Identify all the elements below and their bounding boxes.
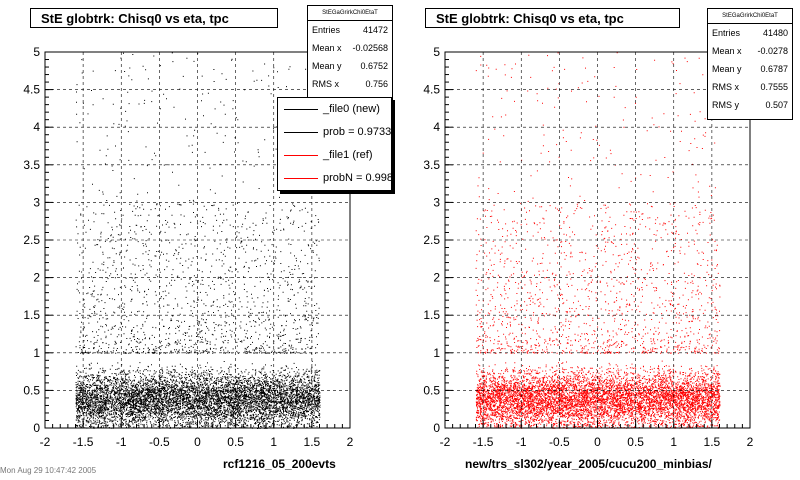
right-y-tick-label-7: 3.5 <box>423 158 440 172</box>
left-x-tick-label-8: 2 <box>347 435 354 449</box>
left-y-tick-label-4: 2 <box>33 271 40 285</box>
legend-line-prob <box>284 132 318 133</box>
left-chart-title: StE globtrk: Chisq0 vs eta, tpc <box>30 8 278 28</box>
right-scatter-markers <box>475 52 721 429</box>
left-y-tick-label-8: 4 <box>33 120 40 134</box>
left-stats-box: StEGaGrirkChi0EtaT Entries 41472 Mean x -0… <box>307 5 393 100</box>
left-y-tick-label-5: 2.5 <box>23 233 40 247</box>
legend-item-file1: _file1 (ref) <box>278 144 391 167</box>
right-scatter-points <box>475 52 721 429</box>
right-chart-title: StE globtrk: Chisq0 vs eta, tpc <box>425 8 680 28</box>
left-x-tick-label-3: -0.5 <box>149 435 170 449</box>
right-y-tick-label-9: 4.5 <box>423 83 440 97</box>
right-grid <box>445 52 750 428</box>
left-y-tick-label-0: 0 <box>33 421 40 435</box>
legend-line-file0 <box>284 109 318 110</box>
left-y-tick-label-3: 1.5 <box>23 308 40 322</box>
left-y-tick-label-7: 3.5 <box>23 158 40 172</box>
footer-timestamp: Mon Aug 29 10:47:42 2005 <box>0 466 97 475</box>
left-scatter-plot: -2 -1.5 -1 -0.5 0 0.5 1 1.5 2 0 0.5 1 1.5 2 2.5 3 3.5 4 4.… <box>23 45 354 449</box>
right-stats-rms-y: RMS y 0.507 <box>712 100 788 110</box>
left-x-tick-label-4: 0 <box>194 435 201 449</box>
right-x-tick-label-7: 1.5 <box>704 435 721 449</box>
left-x-tick-label-6: 1 <box>270 435 277 449</box>
right-stats-rms-x: RMS x 0.7555 <box>712 82 788 92</box>
legend-item-probn: probN = 0.998815 <box>278 167 391 190</box>
right-y-tick-label-4: 2 <box>433 271 440 285</box>
right-x-tick-label-0: -2 <box>440 435 451 449</box>
left-x-tick-label-2: -1 <box>116 435 127 449</box>
right-y-tick-label-1: 0.5 <box>423 383 440 397</box>
left-x-axis: -2 -1.5 -1 -0.5 0 0.5 1 1.5 2 <box>40 420 354 449</box>
right-stats-box: StEGaGrirkChi0EtaT Entries 41480 Mean x -0… <box>707 8 793 120</box>
right-y-tick-label-6: 3 <box>433 195 440 209</box>
legend-item-file0: _file0 (new) <box>278 98 391 121</box>
left-stats-rms-x: RMS x 0.756 <box>312 79 388 89</box>
right-stats-name: StEGaGrirkChi0EtaT <box>708 9 792 24</box>
right-scatter-plot: -2 -1.5 -1 -0.5 0 0.5 1 1.5 2 0 0.5 1 1.5 2 2.5 3 3.5 4 4.… <box>423 45 754 449</box>
right-x-tick-label-2: -1 <box>516 435 527 449</box>
left-stats-name: StEGaGrirkChi0EtaT <box>308 6 392 21</box>
right-y-tick-label-10: 5 <box>433 45 440 59</box>
right-y-axis: 0 0.5 1 1.5 2 2.5 3 3.5 4 4.5 5 <box>423 45 453 435</box>
left-stats-mean-x: Mean x -0.02568 <box>312 43 388 53</box>
right-x-tick-label-8: 2 <box>747 435 754 449</box>
left-y-tick-label-6: 3 <box>33 195 40 209</box>
left-grid <box>45 52 350 428</box>
left-x-axis-label: rcf1216_05_200evts <box>223 457 336 471</box>
right-stats-mean-y: Mean y 0.6787 <box>712 64 788 74</box>
right-x-tick-label-5: 0.5 <box>627 435 644 449</box>
left-x-tick-label-0: -2 <box>40 435 51 449</box>
right-x-axis: -2 -1.5 -1 -0.5 0 0.5 1 1.5 2 <box>440 420 754 449</box>
legend-line-file1 <box>284 155 318 156</box>
left-x-tick-label-7: 1.5 <box>304 435 321 449</box>
left-y-tick-label-1: 0.5 <box>23 383 40 397</box>
right-y-tick-label-5: 2.5 <box>423 233 440 247</box>
left-x-tick-label-5: 0.5 <box>227 435 244 449</box>
right-x-tick-label-1: -1.5 <box>473 435 494 449</box>
right-stats-mean-x: Mean x -0.0278 <box>712 46 788 56</box>
left-stats-mean-y: Mean y 0.6752 <box>312 61 388 71</box>
left-scatter-points <box>75 52 321 430</box>
right-x-axis-label: new/trs_sl302/year_2005/cucu200_minbias/ <box>465 457 712 471</box>
right-x-tick-label-4: 0 <box>594 435 601 449</box>
left-y-axis: 0 0.5 1 1.5 2 2.5 3 3.5 4 4.5 5 <box>23 45 53 435</box>
left-stats-entries: Entries 41472 <box>312 25 388 35</box>
right-x-tick-label-6: 1 <box>670 435 677 449</box>
left-y-tick-label-9: 4.5 <box>23 83 40 97</box>
right-y-tick-label-3: 1.5 <box>423 308 440 322</box>
legend-item-prob: prob = 0.973347 <box>278 121 391 144</box>
right-y-tick-label-0: 0 <box>433 421 440 435</box>
right-y-tick-label-8: 4 <box>433 120 440 134</box>
left-x-tick-label-1: -1.5 <box>73 435 94 449</box>
left-y-tick-label-10: 5 <box>33 45 40 59</box>
left-y-tick-label-2: 1 <box>33 346 40 360</box>
left-scatter-markers <box>75 52 321 430</box>
legend-line-probn <box>284 178 318 179</box>
right-x-tick-label-3: -0.5 <box>549 435 570 449</box>
right-y-tick-label-2: 1 <box>433 346 440 360</box>
right-stats-entries: Entries 41480 <box>712 28 788 38</box>
left-legend: _file0 (new) prob = 0.973347 _file1 (ref… <box>277 97 392 191</box>
